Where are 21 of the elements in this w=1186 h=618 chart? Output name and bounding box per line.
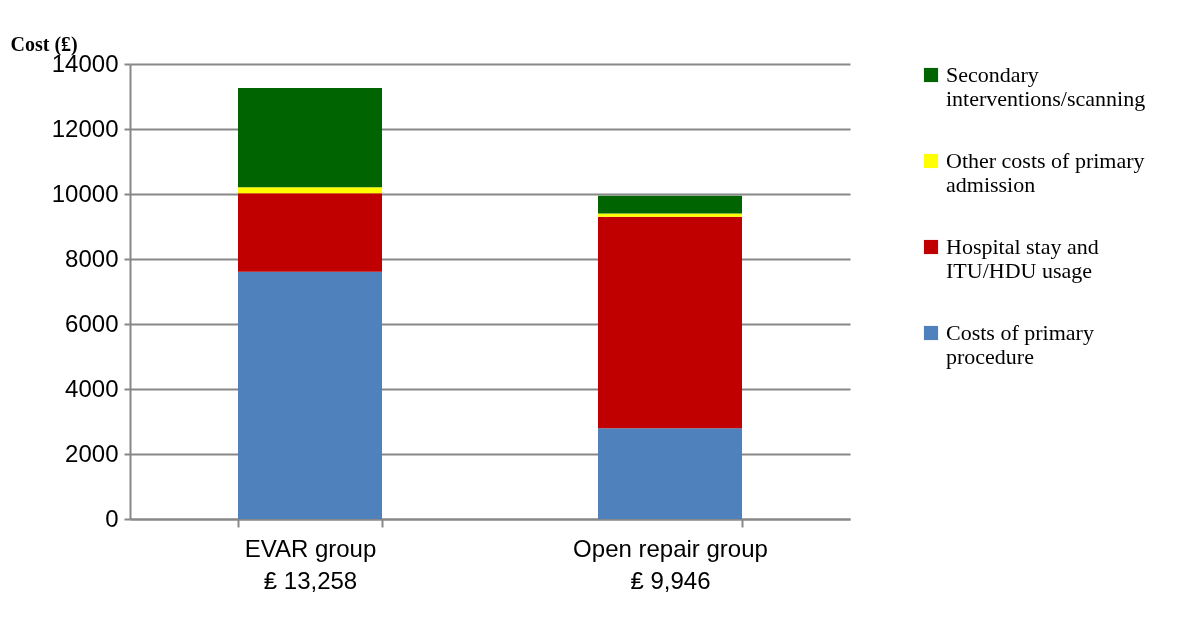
y-tick-label: 2000 <box>65 439 119 467</box>
y-tick-label: 12000 <box>51 114 119 142</box>
y-tick-label: 8000 <box>65 244 119 272</box>
bar <box>598 216 742 429</box>
y-tick-label: 4000 <box>65 374 119 402</box>
bar <box>238 193 382 272</box>
bar <box>598 195 742 214</box>
x-tick-label: Open repair group ₤ 9,946 <box>573 534 768 594</box>
legend-label: Other costs of primary admission <box>946 148 1145 197</box>
bar <box>598 213 742 217</box>
legend-label: Costs of primary procedure <box>946 320 1094 369</box>
y-tick-label: 0 <box>105 504 119 532</box>
bar <box>598 428 742 519</box>
y-tick-label: 6000 <box>65 309 119 337</box>
bar <box>238 271 382 519</box>
x-tick-label: EVAR group ₤ 13,258 <box>244 534 377 594</box>
legend-label: Hospital stay and ITU/HDU usage <box>946 234 1099 283</box>
y-tick-label: 10000 <box>51 179 119 207</box>
bar <box>238 88 382 188</box>
legend-label: Secondary interventions/scanning <box>946 62 1146 111</box>
bar <box>238 187 382 194</box>
